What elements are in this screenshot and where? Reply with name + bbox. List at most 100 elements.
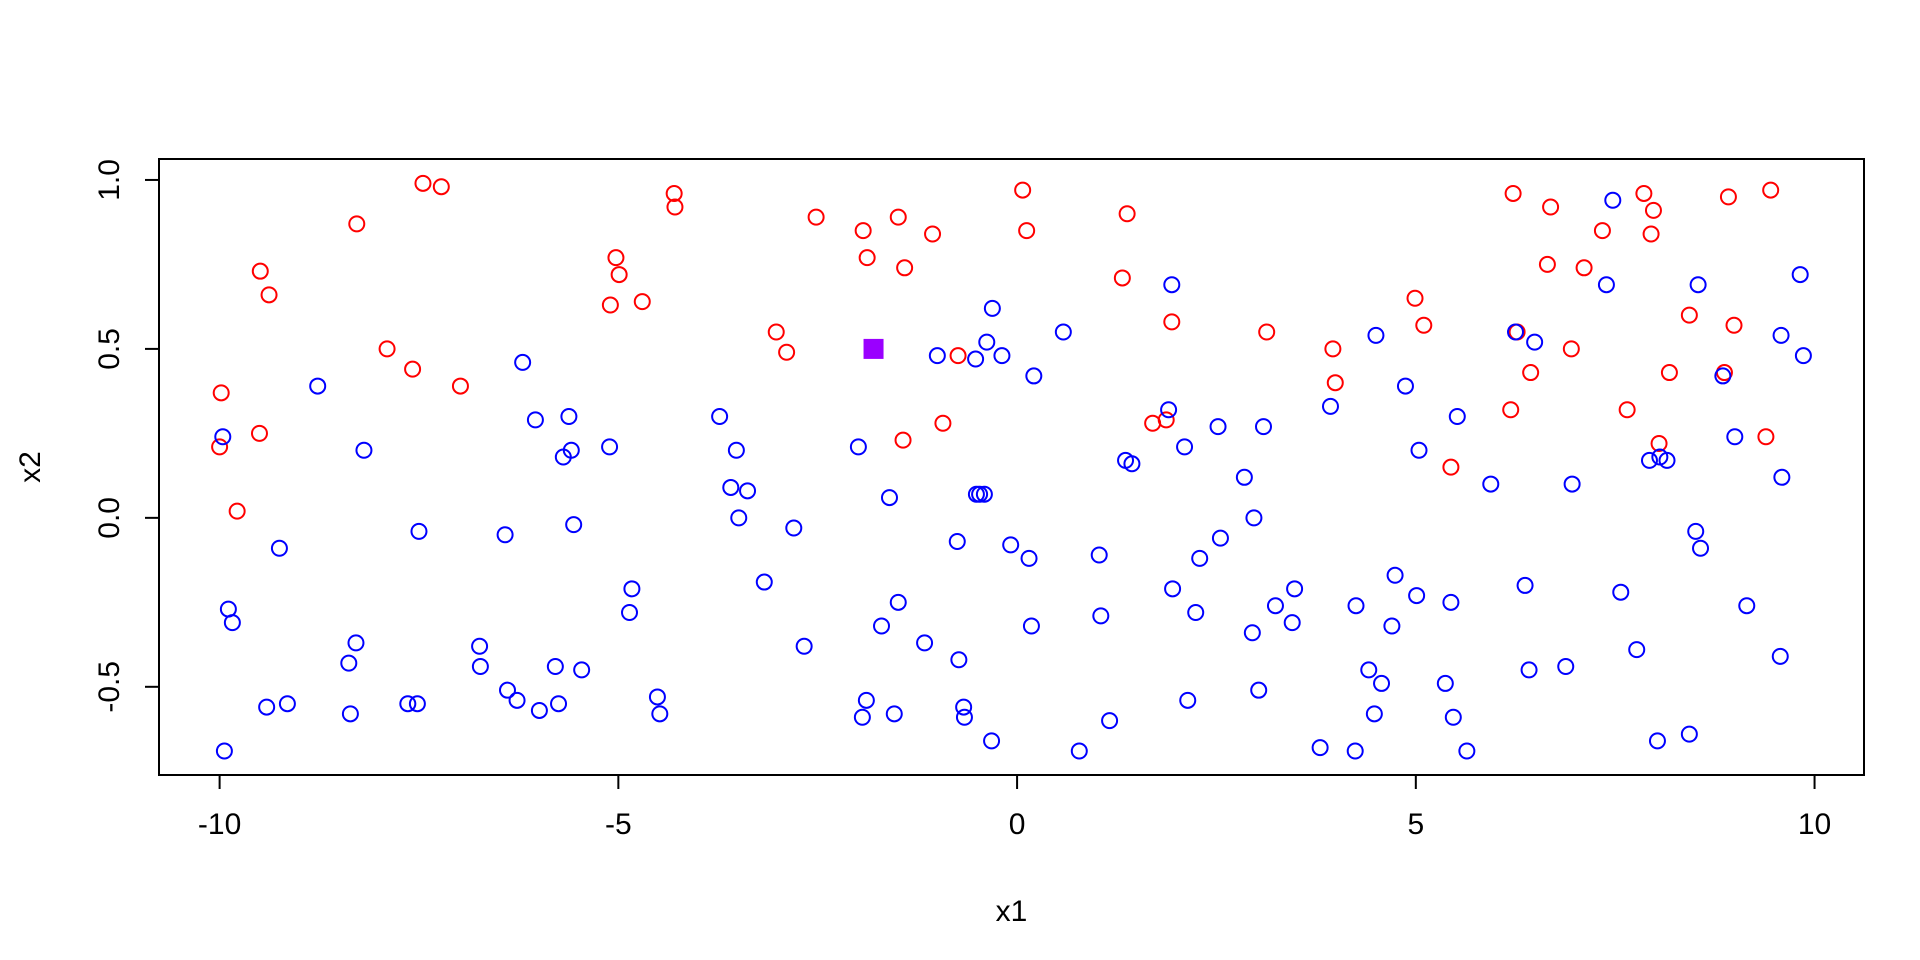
data-point bbox=[1604, 191, 1622, 209]
data-point bbox=[1442, 593, 1460, 611]
data-point bbox=[471, 637, 489, 655]
data-point bbox=[348, 215, 366, 233]
data-point bbox=[889, 593, 907, 611]
data-point bbox=[1324, 340, 1342, 358]
data-point bbox=[1022, 617, 1040, 635]
data-point bbox=[1650, 435, 1668, 453]
data-point bbox=[1070, 742, 1088, 760]
data-point bbox=[214, 428, 232, 446]
data-point bbox=[1458, 742, 1476, 760]
data-point bbox=[950, 651, 968, 669]
data-point bbox=[1255, 418, 1273, 436]
data-point bbox=[928, 347, 946, 365]
data-point bbox=[1687, 522, 1705, 540]
data-point bbox=[722, 478, 740, 496]
data-point bbox=[1386, 566, 1404, 584]
data-point bbox=[1187, 603, 1205, 621]
data-point bbox=[340, 654, 358, 672]
data-point bbox=[1612, 583, 1630, 601]
data-point bbox=[562, 441, 580, 459]
data-point bbox=[993, 347, 1011, 365]
data-point bbox=[873, 617, 891, 635]
data-point bbox=[1563, 475, 1581, 493]
data-point bbox=[1283, 614, 1301, 632]
data-point bbox=[1163, 313, 1181, 331]
data-point bbox=[471, 658, 489, 676]
data-point bbox=[1526, 333, 1544, 351]
data-point bbox=[651, 705, 669, 723]
data-point bbox=[1160, 401, 1178, 419]
data-point bbox=[727, 441, 745, 459]
data-point bbox=[258, 698, 276, 716]
data-point bbox=[212, 384, 230, 402]
data-point bbox=[1719, 188, 1737, 206]
y-tick-label: 0.5 bbox=[93, 328, 126, 370]
data-point bbox=[228, 502, 246, 520]
data-point bbox=[665, 184, 683, 202]
data-point bbox=[223, 614, 241, 632]
data-point bbox=[955, 698, 973, 716]
data-point bbox=[498, 681, 516, 699]
data-point bbox=[1101, 712, 1119, 730]
data-point bbox=[1507, 323, 1525, 341]
data-point bbox=[1660, 364, 1678, 382]
data-point bbox=[1123, 455, 1141, 473]
data-point bbox=[211, 438, 229, 456]
x-tick-label: 0 bbox=[1009, 808, 1026, 841]
data-point bbox=[270, 539, 288, 557]
data-point bbox=[251, 262, 269, 280]
data-point bbox=[1020, 549, 1038, 567]
data-point bbox=[1163, 276, 1181, 294]
data-point bbox=[1092, 607, 1110, 625]
data-point bbox=[1504, 184, 1522, 202]
data-point bbox=[1406, 289, 1424, 307]
data-point bbox=[1118, 205, 1136, 223]
x-tick-label: -10 bbox=[198, 808, 241, 841]
data-point bbox=[560, 407, 578, 425]
data-point bbox=[1250, 681, 1268, 699]
data-point bbox=[1658, 451, 1676, 469]
data-point bbox=[621, 603, 639, 621]
data-point bbox=[785, 519, 803, 537]
data-point bbox=[1642, 225, 1660, 243]
data-point bbox=[404, 360, 422, 378]
data-point bbox=[807, 208, 825, 226]
data-point bbox=[1209, 418, 1227, 436]
data-point bbox=[1738, 597, 1756, 615]
data-point bbox=[378, 340, 396, 358]
data-point bbox=[1597, 276, 1615, 294]
data-point bbox=[601, 296, 619, 314]
data-point bbox=[857, 691, 875, 709]
data-point bbox=[1680, 306, 1698, 324]
data-point bbox=[1726, 428, 1744, 446]
data-point bbox=[778, 343, 796, 361]
data-point bbox=[983, 732, 1001, 750]
data-point bbox=[1680, 725, 1698, 743]
data-point bbox=[573, 661, 591, 679]
data-point bbox=[1689, 276, 1707, 294]
data-point bbox=[666, 198, 684, 216]
data-point bbox=[1415, 316, 1433, 334]
data-points bbox=[211, 174, 1812, 760]
data-point bbox=[1635, 184, 1653, 202]
data-point bbox=[975, 485, 993, 503]
data-point bbox=[1442, 458, 1460, 476]
data-point bbox=[526, 411, 544, 429]
data-point bbox=[1762, 181, 1780, 199]
data-point bbox=[355, 441, 373, 459]
data-point bbox=[1286, 580, 1304, 598]
data-point bbox=[309, 377, 327, 395]
data-point bbox=[408, 695, 426, 713]
data-point bbox=[1090, 546, 1108, 564]
data-point bbox=[1408, 587, 1426, 605]
data-point bbox=[607, 249, 625, 267]
data-point bbox=[1522, 364, 1540, 382]
data-point bbox=[1562, 340, 1580, 358]
data-point bbox=[546, 658, 564, 676]
data-point bbox=[1648, 732, 1666, 750]
data-point bbox=[849, 438, 867, 456]
data-point bbox=[1360, 661, 1378, 679]
data-point bbox=[1396, 377, 1414, 395]
